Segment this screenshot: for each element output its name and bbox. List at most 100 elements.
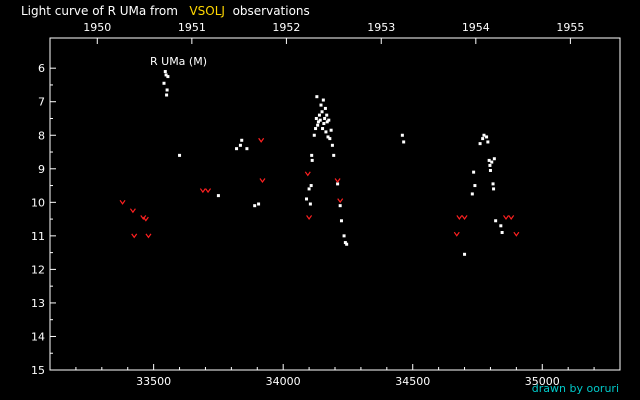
observation-point xyxy=(253,204,257,208)
observation-point xyxy=(322,122,326,126)
observation-point xyxy=(320,110,324,114)
observation-point xyxy=(487,158,491,162)
fainter-than-limit-point xyxy=(145,233,152,239)
observation-point xyxy=(166,75,170,79)
observation-point xyxy=(400,133,404,137)
observation-point xyxy=(323,106,327,110)
observation-point xyxy=(325,120,329,124)
observation-point xyxy=(314,116,318,120)
observation-point xyxy=(163,70,167,74)
observation-point xyxy=(308,202,312,206)
fainter-than-limit-point xyxy=(334,178,341,184)
observation-point xyxy=(327,118,331,122)
credit-label: drawn by ooruri xyxy=(531,382,619,395)
observation-point xyxy=(486,140,490,144)
title-prefix: Light curve of R UMa from xyxy=(21,4,178,18)
fainter-than-limit-point xyxy=(119,199,126,205)
observation-point xyxy=(318,118,322,122)
observation-point xyxy=(310,153,314,157)
year-tick-label: 1951 xyxy=(178,21,206,34)
x-tick-label: 34500 xyxy=(395,375,430,388)
y-tick-label: 13 xyxy=(31,297,45,310)
observation-point xyxy=(343,241,347,245)
fainter-than-limit-point xyxy=(337,198,344,204)
fainter-than-limit-point xyxy=(131,233,138,239)
observation-point xyxy=(488,163,492,167)
observation-point xyxy=(321,98,325,102)
title-suffix: observations xyxy=(232,4,310,18)
observation-point xyxy=(164,73,168,77)
x-tick-label: 35000 xyxy=(525,375,560,388)
observation-point xyxy=(165,88,169,92)
fainter-than-limit-point xyxy=(306,215,313,220)
observation-point xyxy=(240,138,244,142)
observation-point xyxy=(488,168,492,172)
y-tick-label: 15 xyxy=(31,364,45,377)
observation-point xyxy=(473,184,477,188)
observation-point xyxy=(309,184,313,188)
fainter-than-limit-point xyxy=(503,215,509,220)
observation-point xyxy=(482,133,486,137)
magnitude-axis: 6 7 8 9 10 11 12 13 14 15 xyxy=(31,62,56,377)
observation-point xyxy=(178,153,182,157)
observation-point xyxy=(307,187,311,191)
top-year-axis: 1950 1951 1952 1953 1954 1955 xyxy=(83,21,584,44)
observation-point xyxy=(481,137,485,141)
fainter-than-limit-point xyxy=(205,188,212,194)
year-tick-label: 1954 xyxy=(462,21,490,34)
observation-point xyxy=(317,113,321,117)
observation-point xyxy=(310,158,314,162)
fainter-than-limit-point xyxy=(513,231,520,237)
fainter-than-limit-point xyxy=(259,178,266,184)
x-tick-label: 33500 xyxy=(136,375,171,388)
observation-point xyxy=(494,219,498,223)
y-tick-label: 14 xyxy=(31,330,45,343)
year-tick-label: 1953 xyxy=(367,21,395,34)
observation-point xyxy=(316,123,320,127)
observation-point xyxy=(216,194,220,198)
observation-point xyxy=(315,95,319,99)
y-tick-label: 11 xyxy=(31,230,45,243)
observation-point xyxy=(162,81,166,85)
observation-point xyxy=(485,135,489,139)
y-tick-label: 6 xyxy=(38,62,45,75)
fainter-than-limit-point xyxy=(129,208,136,214)
observation-point xyxy=(342,234,346,238)
fainter-than-limit-point xyxy=(456,215,463,220)
year-tick-label: 1955 xyxy=(556,21,584,34)
observation-point xyxy=(312,133,316,137)
observation-point xyxy=(336,182,340,186)
observation-point xyxy=(323,116,327,120)
observation-point xyxy=(319,103,323,107)
chart-title: Light curve of R UMa from VSOLJ observat… xyxy=(21,4,310,18)
observation-point xyxy=(492,157,496,161)
observation-point xyxy=(500,231,504,235)
plot-frame xyxy=(49,37,621,371)
y-tick-label: 8 xyxy=(38,129,45,142)
fainter-than-limit-point xyxy=(140,215,147,220)
observation-point xyxy=(463,252,467,256)
observation-point xyxy=(325,113,329,117)
title-source: VSOLJ xyxy=(189,4,225,18)
observation-point xyxy=(321,127,325,131)
observation-point xyxy=(328,137,332,141)
observation-point xyxy=(492,187,496,191)
observation-point xyxy=(257,202,261,206)
y-tick-label: 10 xyxy=(31,196,45,209)
observation-point xyxy=(316,120,320,124)
observation-point xyxy=(238,143,242,147)
year-tick-label: 1952 xyxy=(272,21,300,34)
observation-point xyxy=(165,93,169,97)
observation-point xyxy=(345,242,349,246)
fainter-than-limit-point xyxy=(199,188,206,194)
observation-point xyxy=(339,219,343,223)
observation-point xyxy=(499,224,503,228)
observation-point xyxy=(472,170,476,174)
observation-point xyxy=(305,197,308,201)
observation-point xyxy=(490,160,494,164)
observation-point xyxy=(470,192,474,196)
fainter-than-limit-point xyxy=(142,216,149,222)
fainter-than-limit-point xyxy=(508,215,515,220)
observation-point xyxy=(338,204,342,208)
